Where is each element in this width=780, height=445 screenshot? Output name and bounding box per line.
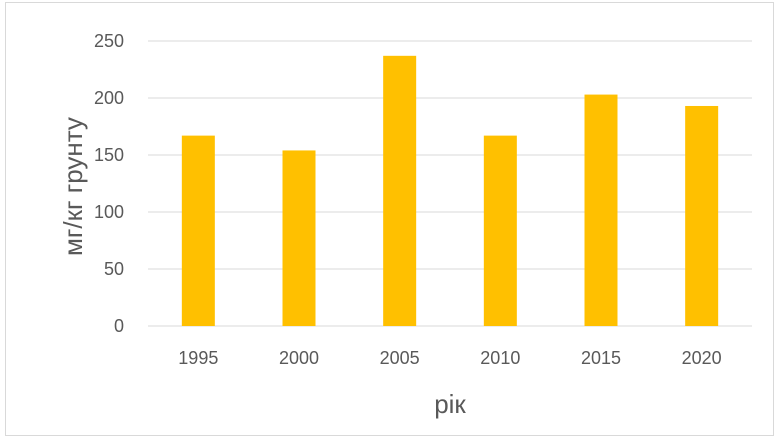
x-axis-title: рік (434, 389, 466, 419)
x-tick-label: 1995 (178, 348, 218, 368)
bar-2010 (483, 135, 517, 326)
bar-1995 (181, 135, 215, 326)
x-tick-labels: 1995 2000 2005 2010 2015 2020 (178, 348, 721, 368)
gridlines (148, 40, 752, 327)
y-tick-label: 0 (114, 316, 124, 336)
bar-2020 (685, 105, 719, 326)
y-tick-label: 50 (104, 259, 124, 279)
x-tick-label: 2000 (279, 348, 319, 368)
bar-2000 (282, 150, 316, 326)
bar-2005 (383, 55, 417, 326)
bar-2015 (584, 94, 618, 326)
y-tick-label: 200 (94, 88, 124, 108)
x-tick-label: 2015 (581, 348, 621, 368)
x-tick-label: 2020 (682, 348, 722, 368)
bars (181, 55, 719, 326)
x-tick-label: 2010 (480, 348, 520, 368)
y-axis-title: мг/кг грунту (58, 117, 88, 256)
y-tick-label: 250 (94, 31, 124, 51)
y-tick-labels: 0 50 100 150 200 250 (94, 31, 124, 336)
y-tick-label: 150 (94, 145, 124, 165)
x-tick-label: 2005 (380, 348, 420, 368)
y-tick-label: 100 (94, 202, 124, 222)
